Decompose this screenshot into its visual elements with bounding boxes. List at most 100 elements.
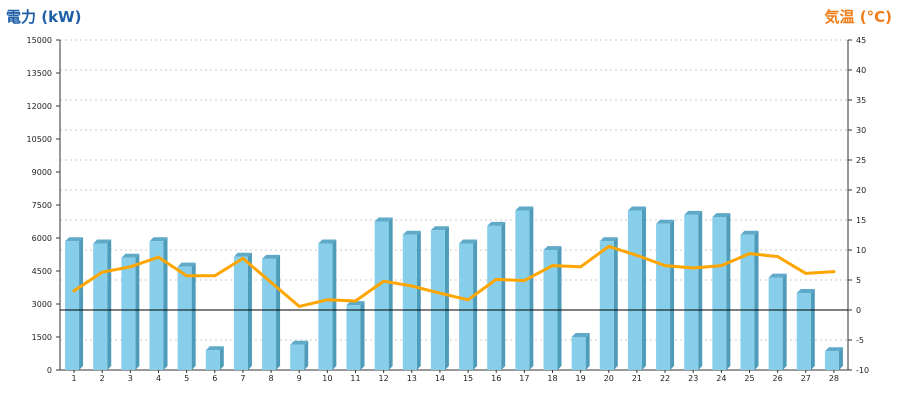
bar-top xyxy=(684,210,703,215)
temperature-line xyxy=(72,244,836,308)
bar-top xyxy=(402,230,421,235)
bar xyxy=(65,241,80,370)
x-tick-label: 11 xyxy=(350,374,360,383)
bar xyxy=(430,230,445,370)
temperature-point xyxy=(410,284,414,288)
temperature-point xyxy=(832,270,836,274)
temperature-point xyxy=(494,277,498,281)
x-tick-label: 27 xyxy=(801,374,811,383)
bar-side xyxy=(529,206,534,370)
left-tick-label: 10500 xyxy=(27,135,52,144)
bar xyxy=(515,210,530,370)
right-tick-label: 45 xyxy=(856,36,866,45)
temperature-point xyxy=(663,264,667,268)
bar xyxy=(318,243,333,370)
bar xyxy=(459,243,474,370)
left-tick-label: 13500 xyxy=(27,69,52,78)
bar-side xyxy=(838,347,843,370)
x-tick-label: 8 xyxy=(269,374,274,383)
right-tick-label: 30 xyxy=(856,126,866,135)
x-tick-label: 5 xyxy=(184,374,189,383)
bar-side xyxy=(585,333,590,370)
bar-side xyxy=(247,252,252,370)
bar-top xyxy=(656,219,675,224)
bar-top xyxy=(121,253,140,258)
temperature-point xyxy=(691,266,695,270)
x-tick-label: 26 xyxy=(773,374,783,383)
bar-side xyxy=(416,230,421,370)
bar xyxy=(290,344,305,370)
bar-side xyxy=(163,237,168,370)
bar-side xyxy=(360,301,365,370)
bar-side xyxy=(219,346,224,370)
bar-top xyxy=(796,289,815,293)
temperature-point xyxy=(607,244,611,248)
bar xyxy=(402,234,417,370)
bar-side xyxy=(613,237,618,370)
bar-side xyxy=(304,340,309,370)
bar-top xyxy=(712,213,731,218)
bar-side xyxy=(641,206,646,370)
temperature-point xyxy=(354,299,357,303)
bar xyxy=(233,256,248,370)
bar-top xyxy=(487,221,506,226)
bar xyxy=(149,241,164,370)
bar-side xyxy=(79,237,84,370)
left-tick-label: 4500 xyxy=(32,267,52,276)
bar-side xyxy=(670,219,675,370)
bar xyxy=(712,217,727,370)
x-tick-label: 15 xyxy=(463,374,473,383)
bar xyxy=(205,350,220,370)
x-tick-label: 9 xyxy=(297,374,302,383)
bar-top xyxy=(543,246,562,251)
temperature-point xyxy=(579,265,583,269)
x-tick-label: 22 xyxy=(660,374,670,383)
bar-top xyxy=(515,206,534,211)
right-tick-label: -5 xyxy=(856,336,864,345)
x-tick-label: 28 xyxy=(829,374,839,383)
temperature-point xyxy=(128,265,132,269)
left-tick-label: 7500 xyxy=(32,201,52,210)
temperature-point xyxy=(72,289,76,293)
bar-side xyxy=(135,253,140,370)
temperature-point xyxy=(804,271,808,275)
right-tick-label: -10 xyxy=(856,366,869,375)
right-tick-label: 25 xyxy=(856,156,866,165)
bar-top xyxy=(571,333,590,337)
bar xyxy=(93,243,108,370)
x-tick-label: 3 xyxy=(128,374,133,383)
bar xyxy=(346,305,361,370)
left-axis-title: 電力 (kW) xyxy=(6,8,82,26)
temperature-point xyxy=(185,274,189,278)
bar-side xyxy=(501,221,506,370)
temperature-point xyxy=(382,279,386,283)
temperature-point xyxy=(325,298,329,302)
x-tick-label: 12 xyxy=(379,374,389,383)
x-tick-label: 1 xyxy=(72,374,77,383)
bar-top xyxy=(374,217,393,222)
temperature-point xyxy=(157,255,160,259)
x-tick-label: 14 xyxy=(435,374,445,383)
left-tick-label: 12000 xyxy=(27,102,52,111)
bar xyxy=(121,257,136,370)
temperature-point xyxy=(438,291,442,295)
bar-top xyxy=(233,252,252,257)
bar-top xyxy=(93,239,112,244)
bar-side xyxy=(557,246,562,370)
bar xyxy=(796,293,811,370)
x-tick-label: 25 xyxy=(744,374,754,383)
bar-top xyxy=(149,237,168,242)
bar-top xyxy=(627,206,646,211)
right-tick-label: 40 xyxy=(856,66,866,75)
bar-side xyxy=(388,217,393,370)
temperature-point xyxy=(551,264,554,268)
bar-side xyxy=(191,262,196,370)
right-tick-label: 35 xyxy=(856,96,866,105)
bar-side xyxy=(444,226,449,370)
x-tick-label: 6 xyxy=(212,374,217,383)
bar-side xyxy=(698,210,703,370)
bar-side xyxy=(332,239,337,370)
x-tick-label: 21 xyxy=(632,374,642,383)
x-tick-label: 17 xyxy=(519,374,529,383)
